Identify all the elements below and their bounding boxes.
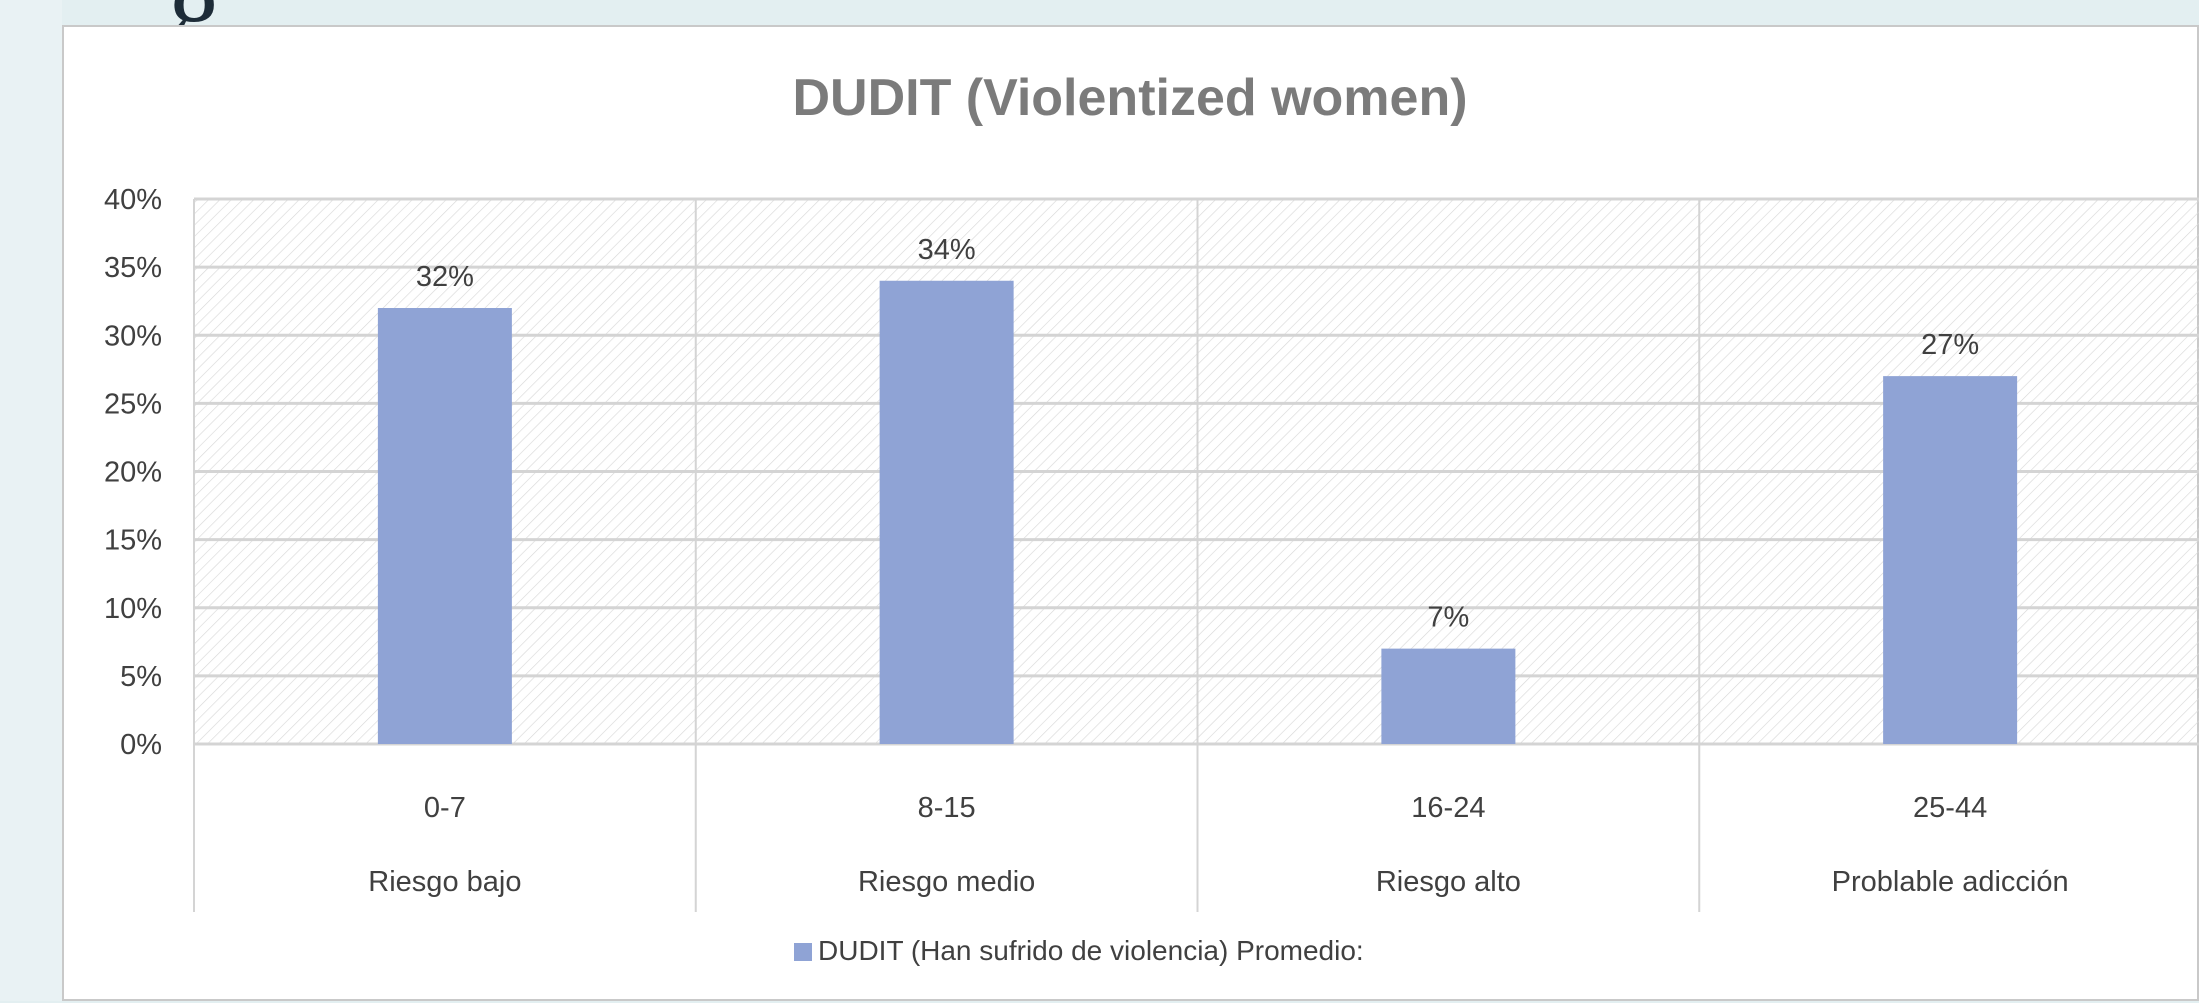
- bar: [1381, 648, 1516, 744]
- data-label: 27%: [1921, 329, 1979, 361]
- y-tick-label: 10%: [104, 593, 162, 625]
- y-tick-label: 0%: [120, 729, 162, 761]
- category-group-label: Riesgo bajo: [368, 866, 521, 898]
- y-tick-label: 30%: [104, 320, 162, 352]
- data-label: 32%: [416, 261, 474, 293]
- category-group-label: Problable adicción: [1832, 866, 2069, 898]
- category-group-label: Riesgo alto: [1376, 866, 1521, 898]
- y-tick-label: 25%: [104, 388, 162, 420]
- x-tick-label: 8-15: [918, 792, 976, 824]
- x-tick-label: 0-7: [424, 792, 466, 824]
- y-tick-label: 20%: [104, 457, 162, 489]
- y-tick-label: 40%: [104, 184, 162, 216]
- y-tick-label: 35%: [104, 252, 162, 284]
- category-group-label: Riesgo medio: [858, 866, 1035, 898]
- legend-swatch: [794, 943, 812, 961]
- chart-title: DUDIT (Violentized women): [792, 69, 1467, 127]
- bar: [879, 280, 1014, 744]
- y-tick-label: 5%: [120, 661, 162, 693]
- bar-chart: DUDIT (Violentized women) 0% 5% 10% 15% 20% 2…: [104, 69, 2199, 966]
- bar: [377, 308, 512, 744]
- legend: DUDIT (Han sufrido de violencia) Promedi…: [794, 935, 1364, 966]
- y-tick-label: 15%: [104, 525, 162, 557]
- bar: [1883, 376, 2018, 744]
- data-label: 34%: [918, 234, 976, 266]
- slide-left-band: [0, 0, 62, 1001]
- x-tick-label: 25-44: [1913, 792, 1987, 824]
- x-tick-label: 16-24: [1411, 792, 1485, 824]
- legend-label: DUDIT (Han sufrido de violencia) Promedi…: [818, 935, 1364, 966]
- chart-panel: DUDIT (Violentized women) 0% 5% 10% 15% 20% 2…: [62, 25, 2199, 1001]
- data-label: 7%: [1427, 602, 1469, 634]
